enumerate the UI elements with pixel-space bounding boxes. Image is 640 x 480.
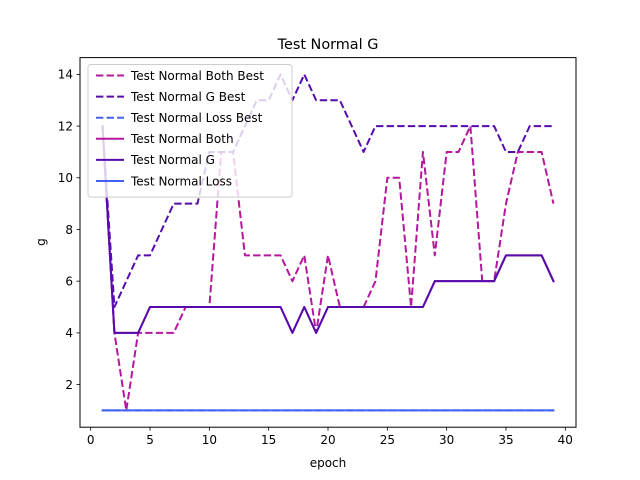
y-tick-label: 6 [65, 274, 73, 288]
x-tick-label: 25 [380, 433, 395, 447]
series-line-5 [101, 125, 555, 334]
x-tick-label: 15 [261, 433, 276, 447]
x-axis: 0 5 10 15 20 25 30 35 40 [87, 427, 573, 447]
x-tick-label: 5 [146, 433, 154, 447]
x-axis-label: epoch [310, 456, 347, 470]
x-tick-label: 0 [87, 433, 95, 447]
x-tick-label: 35 [498, 433, 513, 447]
legend-label: Test Normal G [130, 153, 215, 167]
y-axis-label: g [34, 238, 48, 246]
series-line-1 [101, 125, 555, 412]
y-tick-label: 14 [58, 68, 73, 82]
x-tick-label: 40 [558, 433, 573, 447]
series-line-2 [101, 73, 554, 309]
chart-title: Test Normal G [277, 37, 379, 53]
x-tick-label: 20 [320, 433, 335, 447]
y-axis: 2 4 6 8 10 12 14 [58, 68, 80, 392]
y-tick-label: 4 [65, 326, 73, 340]
x-tick-label: 30 [439, 433, 454, 447]
plot-area [101, 73, 555, 412]
legend-box [87, 64, 293, 198]
legend-label: Test Normal Loss [130, 174, 232, 188]
y-tick-label: 12 [58, 119, 73, 133]
legend: Test Normal Both Best Test Normal G Best T… [87, 64, 293, 198]
legend-label: Test Normal Both [130, 132, 234, 146]
y-tick-label: 8 [65, 223, 73, 237]
x-tick-label: 10 [202, 433, 217, 447]
y-tick-label: 10 [58, 171, 73, 185]
legend-label: Test Normal Loss Best [130, 111, 263, 125]
legend-label: Test Normal G Best [130, 90, 246, 104]
legend-label: Test Normal Both Best [130, 69, 264, 83]
y-tick-label: 2 [65, 378, 73, 392]
